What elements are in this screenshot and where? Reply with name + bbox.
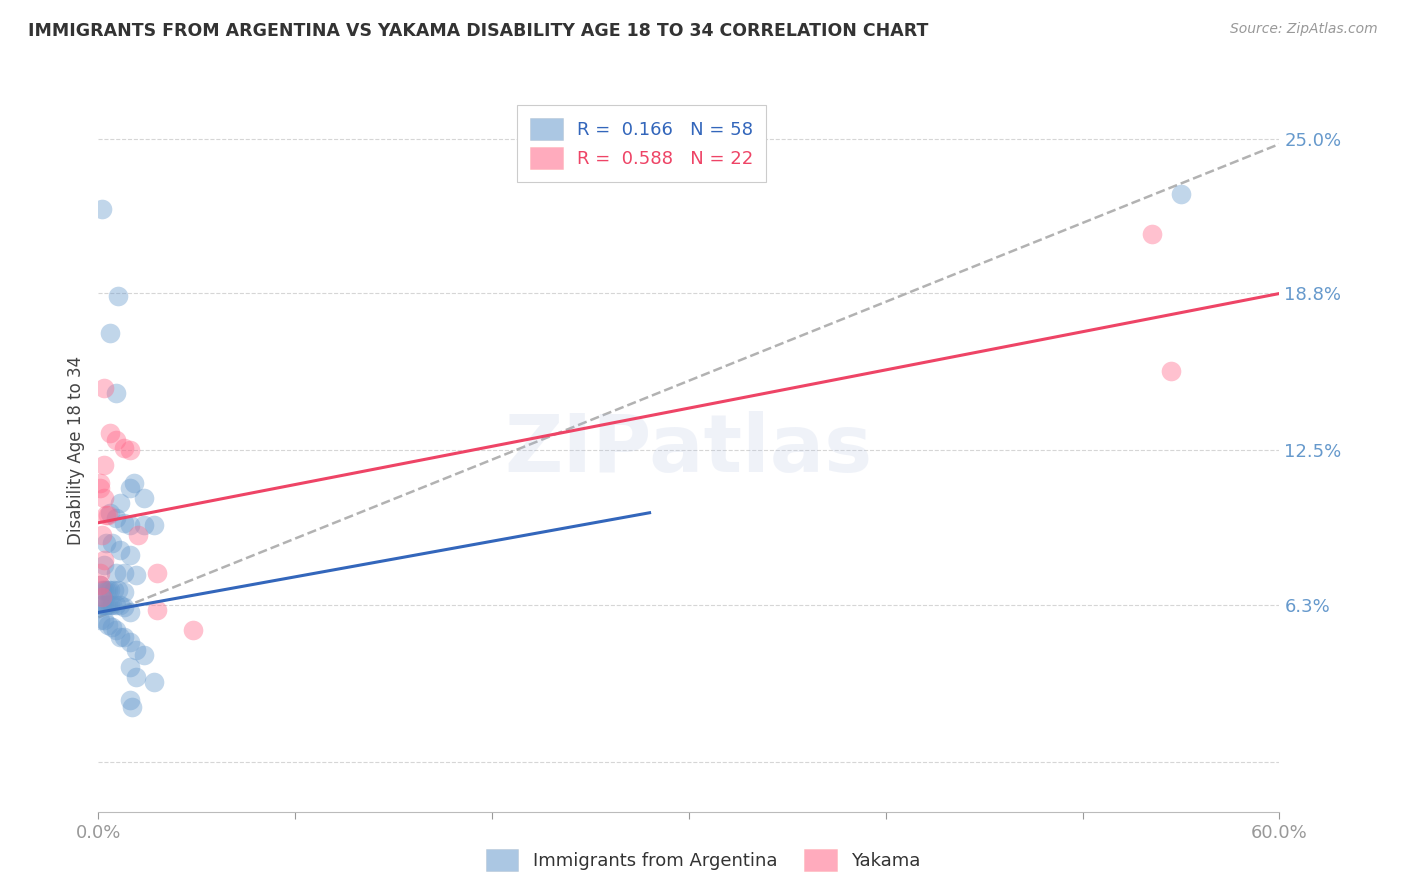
Text: ZIPatlas: ZIPatlas — [505, 411, 873, 490]
Point — [132, 648, 155, 662]
Point — [103, 582, 125, 597]
Point — [97, 582, 120, 597]
Point — [125, 568, 148, 582]
Point — [93, 381, 115, 395]
Point — [105, 566, 128, 580]
Point — [105, 386, 128, 401]
Point — [96, 582, 118, 597]
Point — [122, 475, 145, 490]
Point — [96, 535, 118, 549]
Y-axis label: Disability Age 18 to 34: Disability Age 18 to 34 — [66, 356, 84, 545]
Point — [97, 598, 120, 612]
Point — [112, 441, 135, 455]
Point — [93, 553, 115, 567]
Point — [89, 578, 111, 592]
Point — [97, 618, 120, 632]
Point — [118, 518, 141, 533]
Point — [118, 606, 141, 620]
Point — [105, 623, 128, 637]
Point — [105, 598, 128, 612]
Point — [98, 425, 121, 440]
Point — [118, 548, 141, 562]
Point — [91, 591, 114, 605]
Point — [112, 585, 135, 599]
Point — [125, 642, 148, 657]
Point — [89, 613, 111, 627]
Point — [118, 660, 141, 674]
Point — [98, 582, 121, 597]
Point — [125, 670, 148, 684]
Point — [118, 481, 141, 495]
Point — [118, 692, 141, 706]
Point — [142, 675, 165, 690]
Point — [146, 566, 169, 580]
Point — [1140, 227, 1163, 241]
Point — [93, 491, 115, 505]
Point — [118, 443, 141, 458]
Point — [112, 566, 135, 580]
Point — [93, 598, 115, 612]
Point — [112, 630, 135, 644]
Legend: Immigrants from Argentina, Yakama: Immigrants from Argentina, Yakama — [478, 842, 928, 879]
Point — [112, 516, 135, 530]
Legend: R =  0.166   N = 58, R =  0.588   N = 22: R = 0.166 N = 58, R = 0.588 N = 22 — [517, 105, 766, 182]
Point — [101, 535, 124, 549]
Point — [89, 578, 111, 592]
Point — [118, 635, 141, 649]
Point — [97, 508, 120, 523]
Point — [121, 700, 143, 714]
Point — [98, 326, 121, 341]
Point — [96, 598, 118, 612]
Point — [89, 598, 111, 612]
Point — [98, 598, 121, 612]
Point — [107, 582, 129, 597]
Point — [96, 508, 118, 523]
Point — [91, 528, 114, 542]
Point — [105, 510, 128, 524]
Text: Source: ZipAtlas.com: Source: ZipAtlas.com — [1230, 22, 1378, 37]
Point — [181, 623, 204, 637]
Point — [142, 518, 165, 533]
Point — [132, 491, 155, 505]
Text: IMMIGRANTS FROM ARGENTINA VS YAKAMA DISABILITY AGE 18 TO 34 CORRELATION CHART: IMMIGRANTS FROM ARGENTINA VS YAKAMA DISA… — [28, 22, 928, 40]
Point — [105, 434, 128, 448]
Point — [89, 481, 111, 495]
Point — [1160, 364, 1182, 378]
Point — [146, 603, 169, 617]
Point — [93, 582, 115, 597]
Point — [108, 543, 131, 558]
Point — [89, 475, 111, 490]
Point — [91, 202, 114, 216]
Point — [93, 458, 115, 473]
Point — [108, 496, 131, 510]
Point — [98, 506, 121, 520]
Point — [101, 598, 124, 612]
Point — [91, 598, 114, 612]
Point — [101, 620, 124, 634]
Point — [127, 528, 149, 542]
Point — [89, 566, 111, 580]
Point — [132, 518, 155, 533]
Point — [112, 600, 135, 615]
Point — [93, 558, 115, 572]
Point — [108, 630, 131, 644]
Point — [93, 613, 115, 627]
Point — [91, 582, 114, 597]
Point — [1170, 186, 1192, 201]
Point — [107, 289, 129, 303]
Point — [108, 598, 131, 612]
